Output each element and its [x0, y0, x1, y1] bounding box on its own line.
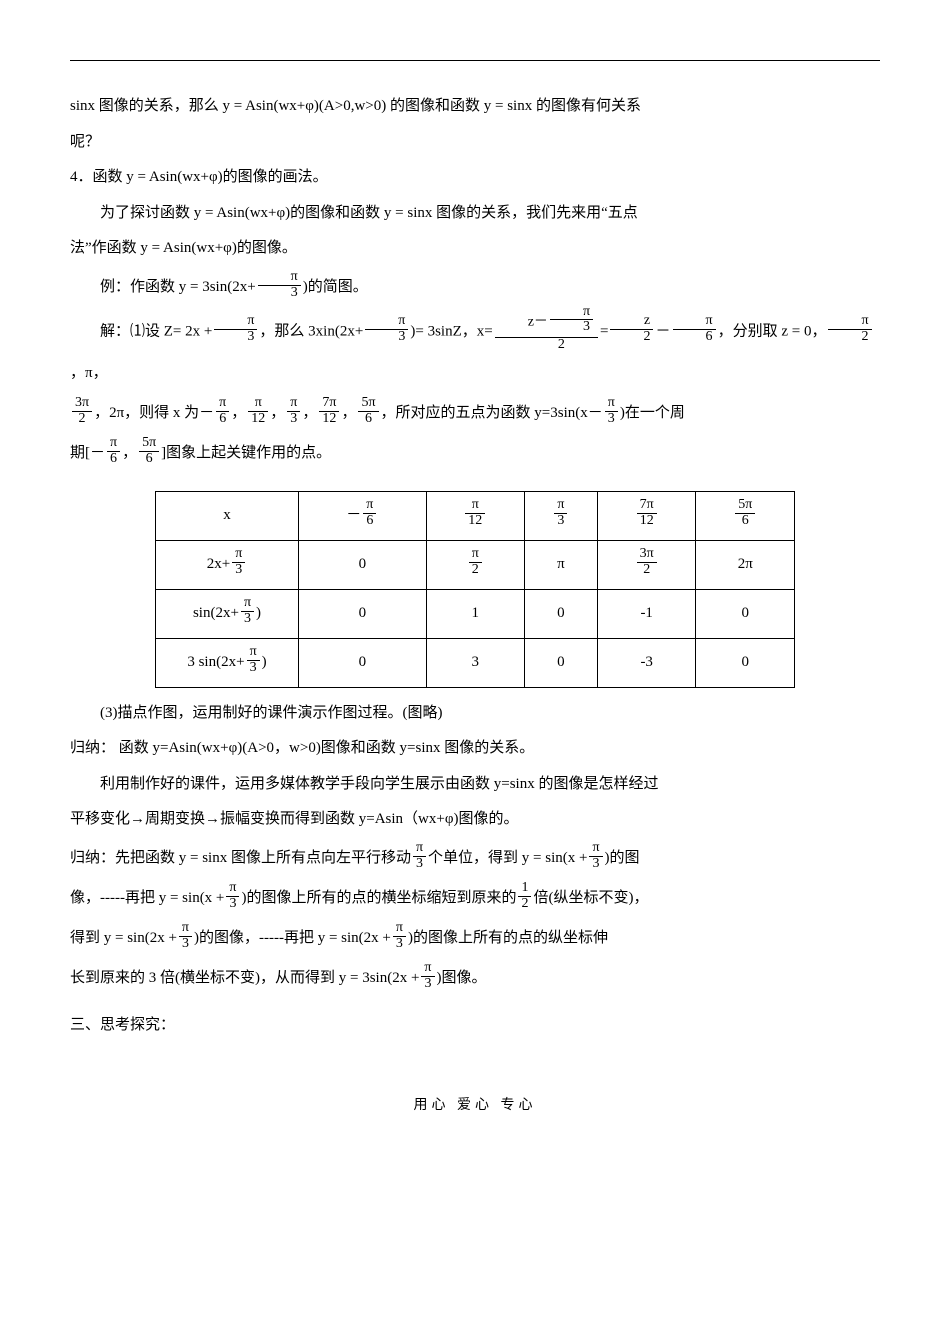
- frac-5pi-6: 5π6: [358, 396, 378, 426]
- sol-l2a: ，2π，则得 x 为－: [94, 405, 214, 421]
- cell-x: x: [156, 491, 299, 540]
- cell: 2π: [696, 540, 795, 589]
- cell: 0: [299, 540, 427, 589]
- sol-l3c: ]图象上起关键作用的点。: [161, 445, 331, 461]
- sol-t3: =: [600, 323, 608, 339]
- sol-l2g: )在一个周: [620, 405, 685, 421]
- footer-text: 用心 爱心 专心: [70, 1091, 880, 1120]
- after-p4: 平移变化→周期变换→振幅变换而得到函数 y=Asin（wx+φ)图像的。: [70, 804, 880, 836]
- frac-zmpi3-2: z－π32: [495, 307, 598, 353]
- solution-line1: 解：⑴设 Z= 2x +π3，那么 3xin(2x+π3)= 3sinZ，x=z…: [70, 309, 880, 391]
- top-divider: [70, 60, 880, 61]
- frac-3pi-2: 3π2: [72, 396, 92, 426]
- cell: 5π6: [696, 491, 795, 540]
- after-p3: 利用制作好的课件，运用多媒体教学手段向学生展示由函数 y=sinx 的图像是怎样…: [70, 769, 880, 801]
- frac-pi-3d: π3: [287, 396, 300, 426]
- frac-pi-6b: π6: [216, 396, 229, 426]
- cell: sin(2x+π3): [156, 589, 299, 638]
- five-point-table: x －π6 π12 π3 7π12 5π6 2x+π3 0 π2 π 3π2 2…: [155, 491, 795, 688]
- cell: 2x+π3: [156, 540, 299, 589]
- cell: -1: [597, 589, 696, 638]
- para-intro-1b: 呢？: [70, 127, 880, 159]
- table-row: sin(2x+π3) 0 1 0 -1 0: [156, 589, 795, 638]
- ex-b: )的简图。: [303, 279, 368, 295]
- cell: π: [524, 540, 597, 589]
- sol-pre: 解：⑴设 Z= 2x +: [100, 323, 212, 339]
- frac-pi-3-b: π3: [214, 314, 257, 344]
- table-row: x －π6 π12 π3 7π12 5π6: [156, 491, 795, 540]
- sol-l2c: ，: [270, 405, 285, 421]
- sol-t5: ，分别取 z = 0，: [718, 323, 827, 339]
- cell: 1: [426, 589, 524, 638]
- sol-t6: ，π，: [70, 365, 108, 381]
- after-p6: 像，-----再把 y = sin(x +π3)的图像上所有的点的横坐标缩短到原…: [70, 880, 880, 916]
- sol-l2e: ，: [341, 405, 356, 421]
- cell: π12: [426, 491, 524, 540]
- after-p2: 归纳： 函数 y=Asin(wx+φ)(A>0，w>0)图像和函数 y=sinx…: [70, 733, 880, 765]
- sol-l2f: ，所对应的五点为函数 y=3sin(x－: [381, 405, 603, 421]
- table-row: 3 sin(2x+π3) 0 3 0 -3 0: [156, 638, 795, 687]
- sol-t4: －: [655, 323, 670, 339]
- after-p9: 三、思考探究：: [70, 1010, 880, 1042]
- para-method-1: 为了探讨函数 y = Asin(wx+φ)的图像和函数 y = sinx 图像的…: [70, 198, 880, 230]
- cell: 0: [696, 638, 795, 687]
- cell: －π6: [299, 491, 427, 540]
- example-line: 例：作函数 y = 3sin(2x+π3)的简图。: [70, 269, 880, 305]
- frac-5pi-6b: 5π6: [139, 436, 159, 466]
- frac-pi-3: π3: [258, 270, 301, 300]
- ex-a: 例：作函数 y = 3sin(2x+: [100, 279, 256, 295]
- sol-l3b: ，: [122, 445, 137, 461]
- cell: -3: [597, 638, 696, 687]
- sol-t2: )= 3sinZ，x=: [410, 323, 492, 339]
- solution-line2: 3π2，2π，则得 x 为－π6，π12，π3，7π12，5π6，所对应的五点为…: [70, 395, 880, 431]
- frac-pi-3e: π3: [605, 396, 618, 426]
- cell: 3π2: [597, 540, 696, 589]
- para-4: 4．函数 y = Asin(wx+φ)的图像的画法。: [70, 162, 880, 194]
- cell: 7π12: [597, 491, 696, 540]
- para-intro-1a: sinx 图像的关系，那么 y = Asin(wx+φ)(A>0,w>0) 的图…: [70, 91, 880, 123]
- cell: 3: [426, 638, 524, 687]
- sol-t1: ，那么 3xin(2x+: [259, 323, 363, 339]
- cell: 0: [696, 589, 795, 638]
- frac-pi-3-c: π3: [365, 314, 408, 344]
- after-p1: (3)描点作图，运用制好的课件演示作图过程。(图略): [70, 698, 880, 730]
- cell: π2: [426, 540, 524, 589]
- frac-pi-12: π12: [248, 396, 268, 426]
- frac-z-2: z2: [610, 314, 653, 344]
- after-p7: 得到 y = sin(2x +π3)的图像，-----再把 y = sin(2x…: [70, 920, 880, 956]
- cell: 0: [524, 589, 597, 638]
- sol-l3a: 期[－: [70, 445, 105, 461]
- table-row: 2x+π3 0 π2 π 3π2 2π: [156, 540, 795, 589]
- solution-line3: 期[－π6，5π6]图象上起关键作用的点。: [70, 435, 880, 471]
- para-method-2: 法”作函数 y = Asin(wx+φ)的图像。: [70, 233, 880, 265]
- frac-pi-2: π2: [828, 314, 871, 344]
- frac-pi-6: π6: [673, 314, 716, 344]
- after-p8: 长到原来的 3 倍(横坐标不变)，从而得到 y = 3sin(2x +π3)图像…: [70, 960, 880, 996]
- sol-l2b: ，: [231, 405, 246, 421]
- cell: 0: [524, 638, 597, 687]
- cell: 3 sin(2x+π3): [156, 638, 299, 687]
- frac-7pi-12: 7π12: [319, 396, 339, 426]
- cell: 0: [299, 589, 427, 638]
- sol-l2d: ，: [302, 405, 317, 421]
- frac-pi-6c: π6: [107, 436, 120, 466]
- after-p5: 归纳：先把函数 y = sinx 图像上所有点向左平行移动π3个单位，得到 y …: [70, 840, 880, 876]
- cell: π3: [524, 491, 597, 540]
- cell: 0: [299, 638, 427, 687]
